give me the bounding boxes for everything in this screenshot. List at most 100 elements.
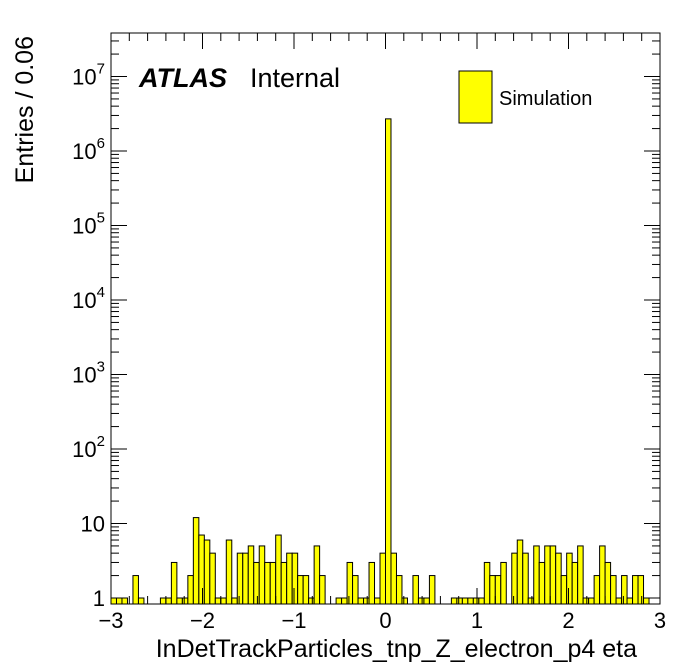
histogram-bar bbox=[500, 561, 507, 605]
histogram-bar bbox=[522, 552, 529, 605]
histogram-bar bbox=[604, 561, 612, 605]
histogram-bar bbox=[220, 597, 227, 605]
histogram-bar bbox=[214, 597, 222, 605]
histogram-bar bbox=[352, 575, 359, 605]
histogram-bar bbox=[242, 552, 249, 605]
y-tick-labels: 1 10 102 103 104 105 106 107 bbox=[72, 61, 105, 612]
x-tick-label: 2 bbox=[562, 608, 574, 633]
x-tick-label: −2 bbox=[190, 608, 215, 633]
histogram-bar bbox=[599, 545, 606, 605]
histogram-bar bbox=[417, 597, 425, 605]
x-tick-label: 0 bbox=[379, 608, 391, 633]
histogram-bar bbox=[637, 575, 645, 605]
histogram-bar bbox=[258, 545, 266, 605]
histogram-bar bbox=[516, 539, 524, 605]
histogram-bar bbox=[291, 552, 299, 605]
histogram-bar bbox=[341, 597, 348, 605]
histogram-bar bbox=[472, 597, 480, 605]
histogram-bar bbox=[483, 561, 491, 605]
y-tick-label: 106 bbox=[72, 135, 105, 164]
histogram-bar bbox=[346, 561, 354, 605]
y-tick-label: 105 bbox=[72, 210, 105, 239]
histogram-bar bbox=[538, 561, 546, 605]
histogram-bar bbox=[181, 597, 189, 605]
histogram-bar bbox=[313, 545, 321, 605]
histogram-bar bbox=[308, 597, 315, 605]
histogram-bar bbox=[176, 597, 183, 605]
histogram-bar bbox=[593, 575, 601, 605]
histogram-bar bbox=[275, 534, 282, 605]
y-tick-label: 102 bbox=[72, 433, 105, 462]
histogram-bar bbox=[253, 561, 260, 605]
histogram-bar bbox=[115, 597, 123, 605]
y-tick-label: 103 bbox=[72, 359, 105, 388]
y-tick-label: 10 bbox=[81, 512, 105, 537]
histogram-bar bbox=[198, 534, 205, 605]
histogram-bar bbox=[588, 597, 595, 605]
histogram-bar bbox=[461, 597, 469, 605]
histogram-bar bbox=[159, 597, 167, 605]
histogram-bar bbox=[231, 597, 238, 605]
y-tick-label: 107 bbox=[72, 61, 105, 90]
histogram-bar bbox=[577, 545, 584, 605]
histogram-bar bbox=[302, 575, 310, 605]
histogram-bar bbox=[423, 597, 430, 605]
histogram-bar bbox=[132, 575, 139, 605]
histogram-bar bbox=[385, 118, 392, 605]
y-tick-label: 1 bbox=[93, 586, 105, 611]
histogram-bar bbox=[428, 575, 436, 605]
histogram-bar bbox=[137, 597, 145, 605]
histogram-bar bbox=[544, 545, 551, 605]
histogram-bar bbox=[494, 575, 502, 605]
y-tick-label: 104 bbox=[72, 284, 105, 313]
histogram-bar bbox=[412, 575, 419, 605]
histogram-bar bbox=[450, 597, 458, 605]
histogram-bar bbox=[225, 539, 233, 605]
histogram-bar bbox=[247, 545, 255, 605]
histogram-bar bbox=[187, 575, 194, 605]
status-label: Internal bbox=[250, 63, 340, 93]
histogram-bar bbox=[610, 575, 617, 605]
histogram-bar bbox=[632, 575, 639, 605]
histogram-bar bbox=[511, 552, 518, 605]
histogram-bar bbox=[533, 545, 540, 605]
histogram-bar bbox=[374, 597, 381, 605]
histogram-bar bbox=[357, 597, 365, 605]
histogram-bar bbox=[456, 597, 463, 605]
x-tick-label: 1 bbox=[471, 608, 483, 633]
histogram-bar bbox=[209, 552, 216, 605]
histogram-bar bbox=[571, 561, 579, 605]
histogram-bar bbox=[549, 545, 557, 605]
histogram-bar bbox=[286, 552, 293, 605]
histogram-bar bbox=[555, 552, 562, 605]
histogram-bar bbox=[110, 597, 117, 605]
histogram-bar bbox=[643, 597, 650, 605]
histogram-bar bbox=[192, 517, 200, 605]
atlas-label: ATLAS bbox=[138, 63, 227, 93]
histogram-bar bbox=[297, 575, 304, 605]
histogram-bar bbox=[527, 597, 535, 605]
histogram-bar bbox=[121, 597, 128, 605]
axis-ticks bbox=[110, 33, 661, 604]
histogram-bar bbox=[560, 575, 568, 605]
histogram-bar bbox=[319, 575, 326, 605]
x-tick-labels: −3 −2 −1 0 1 2 3 bbox=[98, 608, 666, 633]
histogram-bar bbox=[368, 561, 376, 605]
histogram-bar bbox=[203, 539, 211, 605]
histogram-bar bbox=[621, 575, 628, 605]
histogram-bar bbox=[269, 561, 277, 605]
histogram-bar bbox=[395, 575, 403, 605]
legend-label: Simulation bbox=[499, 88, 592, 110]
histogram-bar bbox=[335, 597, 343, 605]
histogram-bar bbox=[264, 561, 271, 605]
histogram-bar bbox=[390, 552, 397, 605]
x-tick-label: −1 bbox=[281, 608, 306, 633]
histogram-bar bbox=[467, 597, 474, 605]
histogram-bar bbox=[379, 552, 387, 605]
x-tick-label: 3 bbox=[654, 608, 666, 633]
histogram-bar bbox=[165, 597, 172, 605]
x-tick-label: −3 bbox=[98, 608, 123, 633]
legend-swatch bbox=[458, 70, 493, 124]
histogram-bar bbox=[236, 552, 244, 605]
